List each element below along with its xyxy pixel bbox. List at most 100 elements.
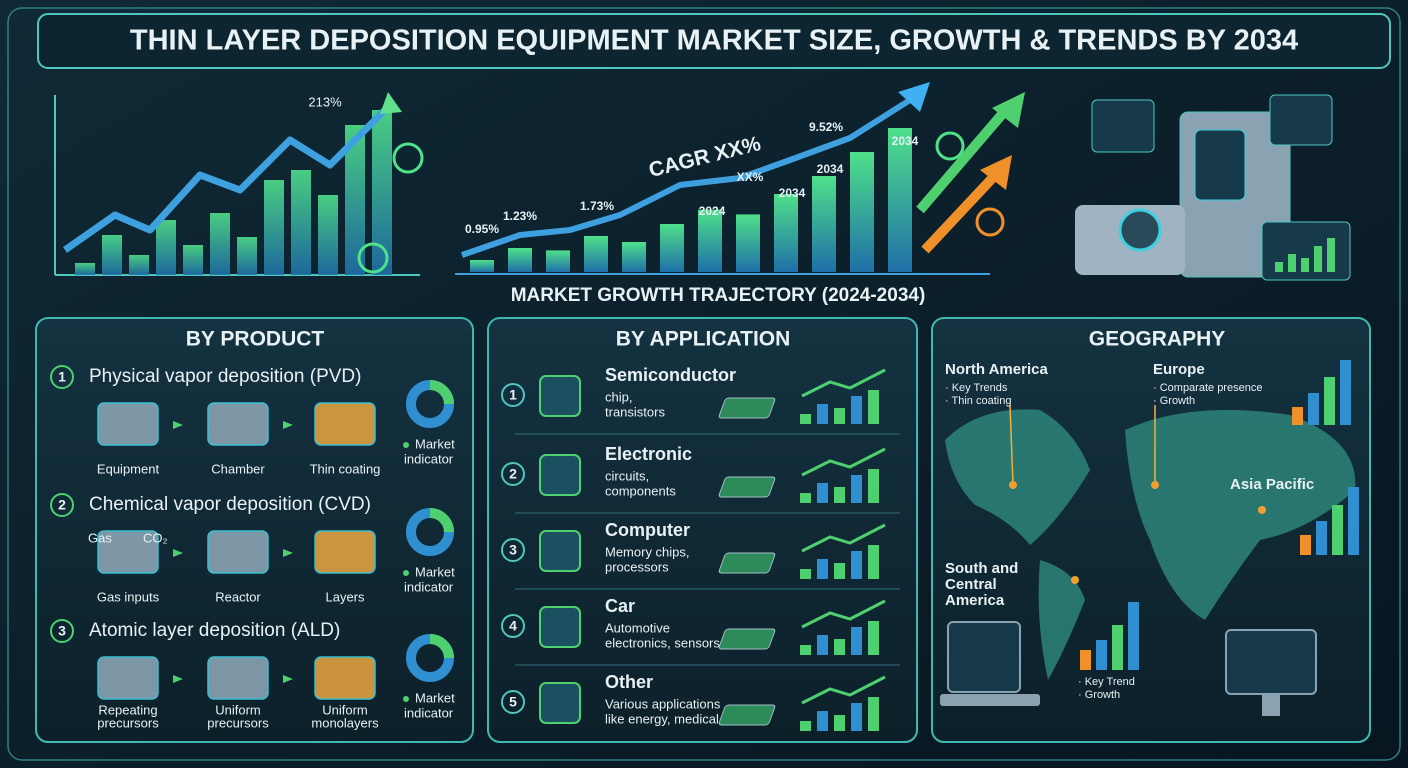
step-label: Layers bbox=[325, 589, 365, 604]
deco-bar bbox=[1096, 640, 1107, 670]
deco-bar bbox=[318, 195, 338, 275]
deco-bar bbox=[850, 152, 874, 272]
growth-label: XX% bbox=[737, 170, 764, 184]
product-name: Physical vapor deposition (PVD) bbox=[89, 366, 361, 387]
coin bbox=[975, 207, 1005, 237]
step-badge bbox=[501, 538, 525, 562]
application-desc: electronics, sensors bbox=[605, 635, 720, 650]
panel-title: GEOGRAPHY bbox=[1089, 328, 1226, 351]
location bbox=[1071, 576, 1079, 584]
legend-dot bbox=[403, 442, 409, 448]
application-desc: components bbox=[605, 483, 676, 498]
deco-bar bbox=[817, 559, 828, 579]
deco-bar bbox=[508, 248, 532, 272]
location bbox=[1151, 481, 1159, 489]
step-icon bbox=[207, 402, 269, 446]
step-label: Thin coating bbox=[310, 461, 381, 476]
deco-bar bbox=[372, 110, 392, 275]
indicator-label: indicator bbox=[404, 579, 454, 594]
world-map bbox=[1125, 410, 1356, 620]
flow-arrow bbox=[283, 421, 293, 429]
world-map bbox=[945, 409, 1090, 545]
location bbox=[1258, 506, 1266, 514]
step-label: Chamber bbox=[211, 461, 265, 476]
step-label: Repeating bbox=[98, 702, 157, 717]
trend-arrow bbox=[801, 447, 886, 477]
title: THIN LAYER DEPOSITION EQUIPMENT MARKET S… bbox=[130, 25, 1298, 57]
step-label: precursors bbox=[97, 715, 159, 730]
deco-bar bbox=[834, 639, 845, 655]
legend-dot bbox=[403, 570, 409, 576]
deco-bar bbox=[851, 703, 862, 731]
coin bbox=[935, 131, 965, 161]
deco-bar bbox=[817, 711, 828, 731]
growth-label: 1.23% bbox=[503, 209, 537, 223]
step-badge bbox=[50, 365, 74, 389]
step-number: 2 bbox=[58, 497, 66, 513]
panel-title: BY PRODUCT bbox=[186, 328, 325, 351]
growth-label: 2034 bbox=[817, 162, 844, 176]
world-map bbox=[1038, 560, 1085, 680]
trend-arrow bbox=[801, 599, 886, 629]
chart-caption: MARKET GROWTH TRAJECTORY (2024-2034) bbox=[511, 285, 926, 306]
arrow-head bbox=[992, 92, 1025, 128]
deco-bar bbox=[851, 396, 862, 424]
deco-bar bbox=[800, 414, 811, 424]
chip-icon bbox=[718, 476, 776, 498]
deco-bar bbox=[851, 627, 862, 655]
application-name: Computer bbox=[605, 520, 690, 540]
region-name: America bbox=[945, 592, 1005, 609]
deco-bar bbox=[1292, 407, 1303, 425]
region-name: North America bbox=[945, 361, 1048, 378]
deco-bar bbox=[622, 242, 646, 272]
deco-bar bbox=[1275, 262, 1283, 272]
step-icon bbox=[207, 656, 269, 700]
step-number: 1 bbox=[58, 369, 66, 385]
deco-bar bbox=[345, 125, 365, 275]
flow-arrow bbox=[283, 675, 293, 683]
growth-label: 0.95% bbox=[465, 222, 499, 236]
step-number: 5 bbox=[509, 694, 517, 710]
region-name: Europe bbox=[1153, 361, 1205, 378]
step-icon bbox=[314, 530, 376, 574]
application-desc: transistors bbox=[605, 404, 665, 419]
deco-bar bbox=[156, 220, 176, 275]
deco-bar bbox=[264, 180, 284, 275]
monitor-stand bbox=[1262, 694, 1280, 716]
coin bbox=[357, 242, 389, 274]
region-note: · Growth bbox=[1153, 395, 1195, 407]
app-icon bbox=[539, 375, 581, 417]
screen bbox=[1091, 99, 1155, 153]
deco-bar bbox=[800, 645, 811, 655]
deco-bar bbox=[210, 213, 230, 275]
deco-bar bbox=[183, 245, 203, 275]
application-name: Semiconductor bbox=[605, 365, 736, 385]
step-label: precursors bbox=[207, 715, 269, 730]
deco-bar bbox=[834, 487, 845, 503]
coin bbox=[392, 142, 424, 174]
indicator-donut-segment bbox=[429, 380, 454, 405]
indicator-label: Market bbox=[415, 564, 455, 579]
growth-label: 2034 bbox=[892, 134, 919, 148]
app-icon bbox=[539, 530, 581, 572]
chip-icon bbox=[718, 552, 776, 574]
deco-bar bbox=[868, 545, 879, 579]
monitor bbox=[1225, 629, 1317, 695]
deco-bar bbox=[129, 255, 149, 275]
step-badge bbox=[501, 383, 525, 407]
deco-bar bbox=[1340, 360, 1351, 425]
app-icon bbox=[539, 606, 581, 648]
deco-bar bbox=[1324, 377, 1335, 425]
monitor-note: · Growth bbox=[1078, 689, 1120, 701]
flow-arrow bbox=[173, 549, 183, 557]
step-badge bbox=[50, 619, 74, 643]
deco-bar bbox=[817, 483, 828, 503]
deco-bar bbox=[237, 237, 257, 275]
growth-label: 2024 bbox=[699, 204, 726, 218]
indicator-label: indicator bbox=[404, 705, 454, 720]
trend-arrow bbox=[801, 675, 886, 705]
deco-bar bbox=[851, 551, 862, 579]
step-icon bbox=[314, 656, 376, 700]
application-name: Car bbox=[605, 596, 635, 616]
